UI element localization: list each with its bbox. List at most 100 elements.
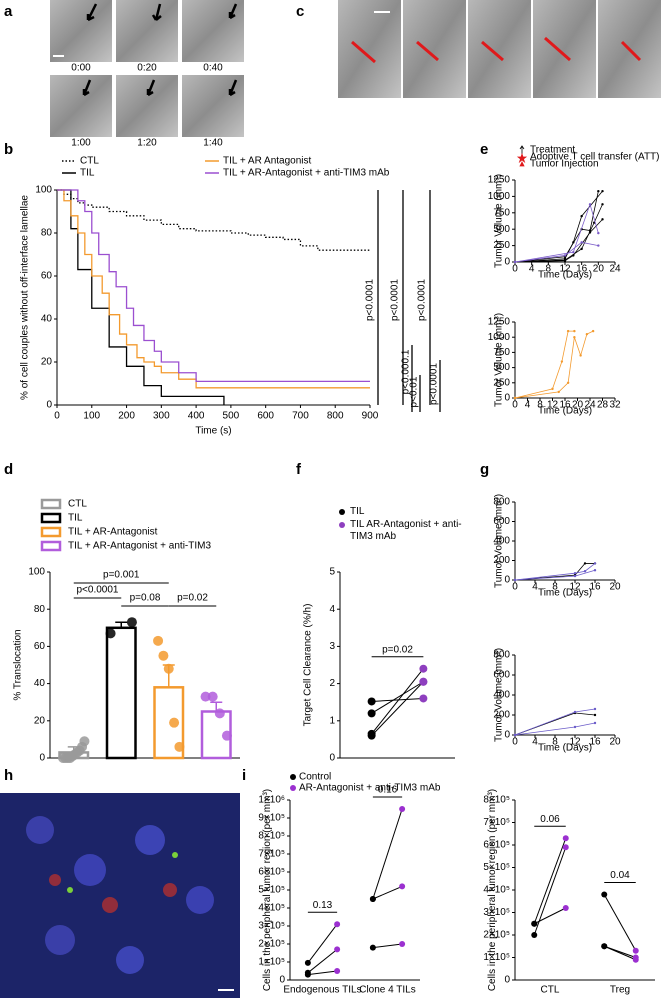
y-tick-label: 20 bbox=[41, 357, 53, 368]
y-tick-label: 3×10⁵ bbox=[483, 907, 510, 918]
legend-label: Treatment bbox=[530, 145, 575, 156]
point bbox=[562, 835, 569, 842]
pair-line bbox=[372, 885, 403, 900]
pair-line bbox=[372, 943, 403, 949]
y-tick-label: 0 bbox=[329, 753, 335, 764]
point bbox=[531, 932, 538, 938]
x-tick-label: CTL bbox=[541, 985, 560, 996]
x-tick-label: 8 bbox=[537, 400, 543, 411]
x-axis-label: Time (Days) bbox=[538, 270, 592, 281]
x-tick-label: 16 bbox=[559, 400, 571, 411]
legend-marker bbox=[339, 522, 345, 528]
point bbox=[419, 694, 428, 703]
point bbox=[369, 944, 376, 951]
p-value: 0.13 bbox=[313, 900, 333, 911]
nucleus bbox=[186, 886, 214, 914]
point bbox=[601, 218, 604, 221]
point bbox=[572, 250, 575, 254]
arrow bbox=[151, 3, 162, 21]
x-tick-label: 0 bbox=[512, 737, 518, 748]
point bbox=[573, 710, 577, 714]
x-tick-label: 16 bbox=[589, 582, 601, 593]
y-tick-label: 0 bbox=[46, 400, 52, 411]
y-tick-label: 0 bbox=[39, 753, 45, 764]
x-tick-label: 4 bbox=[525, 400, 531, 411]
y-tick-label: 8×10⁵ bbox=[483, 795, 510, 806]
point bbox=[563, 254, 567, 257]
point bbox=[573, 725, 577, 729]
x-tick-label: 600 bbox=[257, 411, 274, 422]
x-tick-label: 20 bbox=[609, 582, 621, 593]
point bbox=[304, 959, 311, 966]
interface-line bbox=[620, 40, 642, 62]
nucleus bbox=[135, 825, 165, 855]
legend-label: CTL bbox=[68, 499, 87, 510]
stain bbox=[49, 874, 61, 886]
y-tick-label: 0 bbox=[504, 730, 510, 741]
point bbox=[221, 730, 232, 741]
point bbox=[79, 736, 90, 747]
point bbox=[579, 354, 582, 357]
legend-swatch bbox=[40, 498, 62, 510]
p-value: p<0.0001 bbox=[417, 279, 428, 321]
series-line bbox=[514, 219, 603, 263]
bar bbox=[105, 626, 137, 760]
point bbox=[601, 203, 604, 206]
legend-symbol bbox=[516, 152, 528, 164]
p-value: p=0.08 bbox=[130, 593, 161, 604]
point bbox=[200, 691, 211, 702]
point bbox=[591, 329, 595, 333]
stain bbox=[163, 883, 177, 897]
micrograph bbox=[116, 75, 178, 137]
legend-symbol bbox=[519, 161, 525, 167]
legend-marker bbox=[290, 774, 296, 780]
legend-label: TIL + AR-Antagonist bbox=[68, 527, 158, 538]
x-tick-label: Endogenous TILs bbox=[283, 985, 361, 996]
x-tick-label: Treg bbox=[610, 985, 630, 996]
y-tick-label: 0 bbox=[279, 975, 285, 986]
series-line bbox=[514, 202, 599, 263]
series-line bbox=[514, 563, 596, 581]
p-value: p=0.02 bbox=[177, 593, 208, 604]
point bbox=[573, 336, 576, 339]
interface-line bbox=[481, 40, 504, 62]
y-tick-label: 1250 bbox=[488, 175, 511, 186]
series-line bbox=[514, 708, 596, 736]
point bbox=[174, 741, 185, 752]
micrograph bbox=[338, 0, 401, 98]
x-tick-label: 4 bbox=[532, 737, 538, 748]
y-tick-label: 600 bbox=[493, 670, 510, 681]
pair-line bbox=[372, 808, 403, 900]
pair-line bbox=[604, 945, 636, 961]
pair-line bbox=[371, 681, 424, 737]
panel-label: i bbox=[242, 767, 246, 784]
y-tick-label: 40 bbox=[41, 314, 53, 325]
pair-line bbox=[371, 681, 424, 714]
panel-label: c bbox=[296, 3, 304, 20]
y-axis-label: Tumor Volume (mm³) bbox=[494, 174, 505, 268]
point bbox=[585, 332, 589, 336]
p-value: p<0.0001 bbox=[390, 279, 401, 321]
point bbox=[580, 241, 583, 244]
y-tick-label: 2×10⁵ bbox=[258, 939, 285, 950]
x-tick-label: 500 bbox=[223, 411, 240, 422]
y-tick-label: 0 bbox=[504, 393, 510, 404]
pair-line bbox=[371, 697, 424, 702]
point bbox=[593, 562, 597, 565]
p-value: p<0.0001 bbox=[77, 585, 119, 596]
point bbox=[513, 578, 517, 582]
y-tick-label: 4×10⁵ bbox=[258, 903, 285, 914]
nucleus bbox=[45, 925, 75, 955]
legend-marker bbox=[290, 785, 296, 791]
legend-label: TIL + AR-Antagonist + anti-TIM3 mAb bbox=[223, 168, 390, 179]
point bbox=[572, 241, 575, 244]
x-tick-label: 200 bbox=[118, 411, 135, 422]
timestamp: 0:00 bbox=[71, 63, 91, 74]
point bbox=[632, 947, 639, 954]
legend-swatch bbox=[40, 512, 62, 524]
y-axis-label: % Translocation bbox=[13, 629, 24, 700]
series-line bbox=[514, 330, 575, 399]
point bbox=[597, 231, 600, 235]
